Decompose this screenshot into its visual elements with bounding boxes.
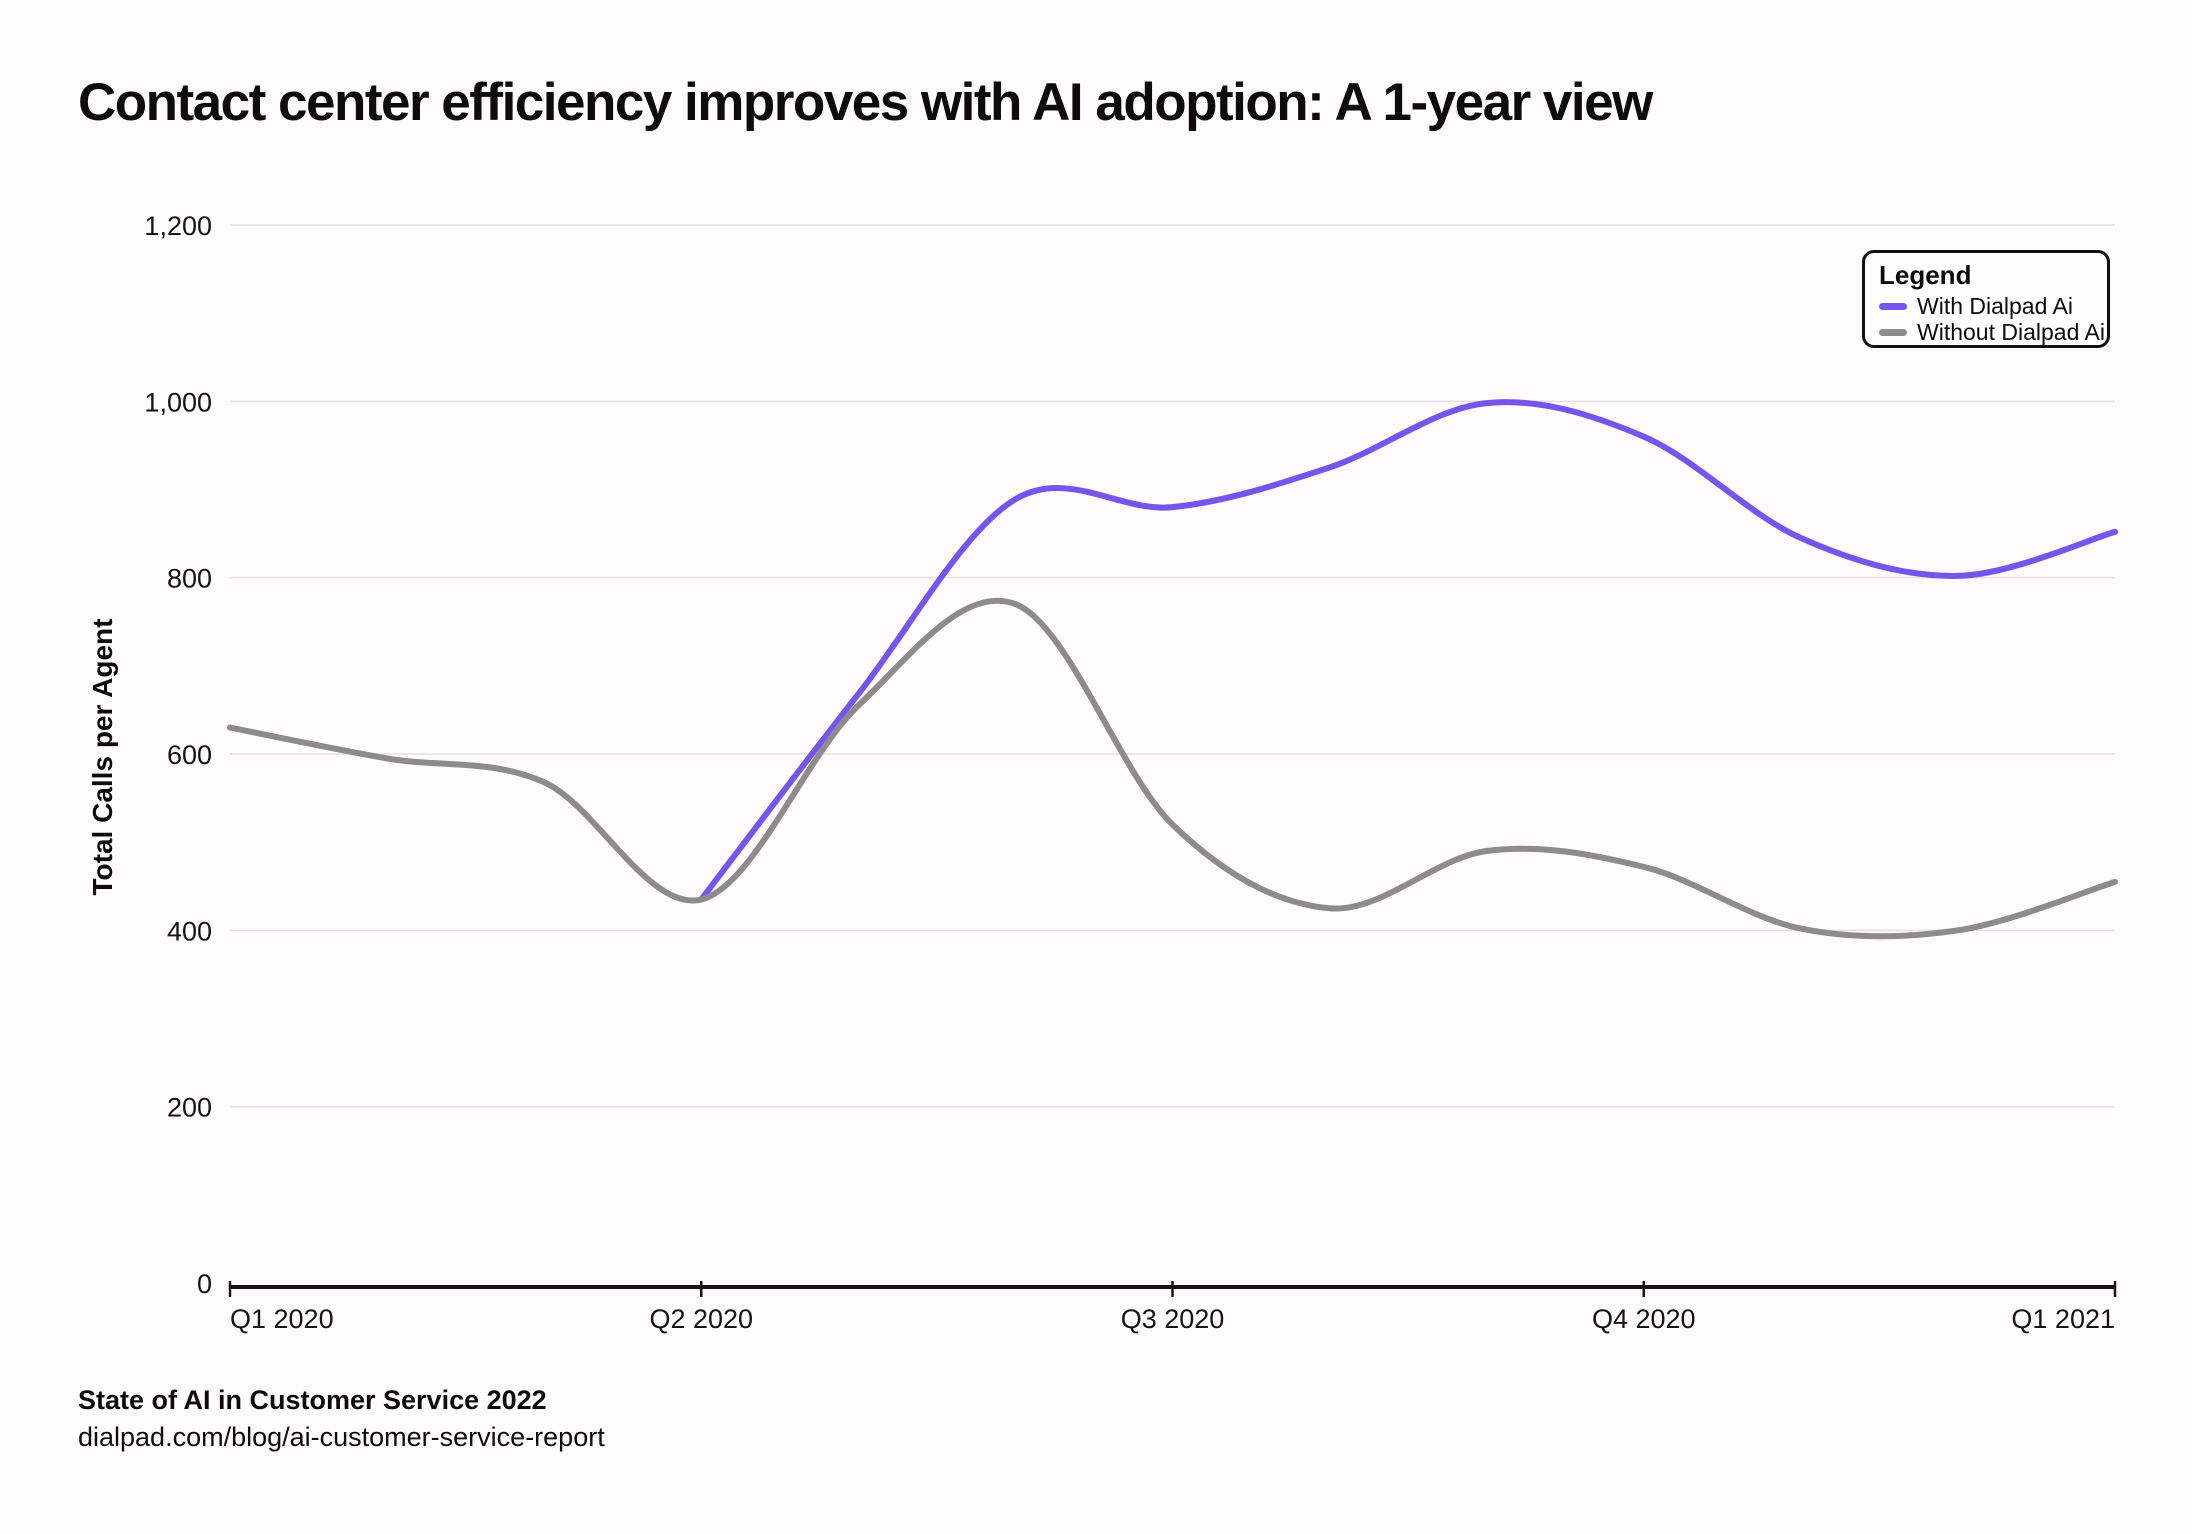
- y-tick-label: 200: [167, 1093, 212, 1123]
- y-tick-label: 1,200: [144, 211, 212, 241]
- source-title: State of AI in Customer Service 2022: [78, 1385, 547, 1415]
- legend-item-without-dialpad-ai: Without Dialpad Ai: [1879, 319, 2105, 345]
- legend-swatch-with-dialpad-ai-icon: [1879, 302, 1907, 310]
- source-footer: State of AI in Customer Service 2022 dia…: [78, 1385, 605, 1453]
- legend: Legend With Dialpad Ai Without Dialpad A…: [1862, 250, 2110, 348]
- y-tick-label: 1,000: [144, 387, 212, 417]
- source-url: dialpad.com/blog/ai-customer-service-rep…: [78, 1422, 605, 1452]
- legend-item-with-dialpad-ai: With Dialpad Ai: [1879, 293, 2093, 319]
- series-line-without-dialpad-ai: [227, 597, 2118, 940]
- x-tick-label: Q4 2020: [1592, 1304, 1696, 1334]
- x-tick-label: Q3 2020: [1121, 1304, 1225, 1334]
- x-tick-label: Q2 2020: [649, 1304, 753, 1334]
- series-line-with-dialpad-ai: [698, 399, 2118, 903]
- y-tick-label: 800: [167, 564, 212, 594]
- legend-label-without-dialpad-ai: Without Dialpad Ai: [1917, 319, 2105, 345]
- page-title: Contact center efficiency improves with …: [78, 73, 1653, 132]
- y-tick-label: 400: [167, 916, 212, 946]
- x-tick-label: Q1 2021: [2011, 1304, 2115, 1334]
- y-tick-label: 600: [167, 740, 212, 770]
- legend-label-with-dialpad-ai: With Dialpad Ai: [1917, 293, 2073, 319]
- legend-swatch-without-dialpad-ai-icon: [1879, 328, 1907, 336]
- x-tick-label: Q1 2020: [230, 1304, 334, 1334]
- legend-title: Legend: [1879, 260, 1972, 290]
- y-tick-label: 0: [197, 1269, 212, 1299]
